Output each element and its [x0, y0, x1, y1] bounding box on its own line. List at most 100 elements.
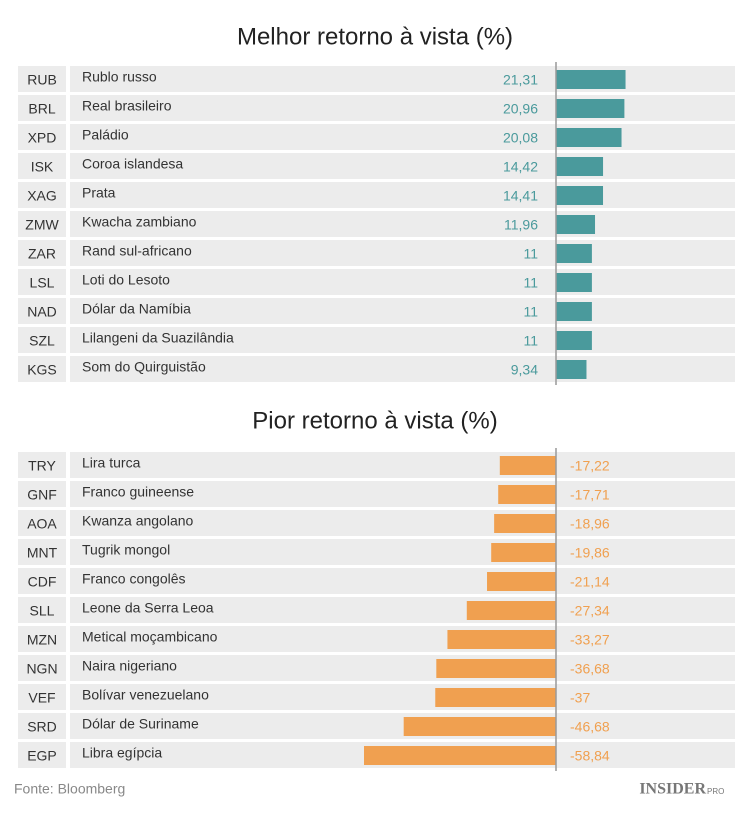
category-name: Som do Quirguistão [82, 359, 206, 375]
category-name: Franco congolês [82, 571, 186, 587]
name-cell [70, 539, 735, 565]
name-cell [70, 655, 735, 681]
bar [556, 215, 596, 234]
code-cell [18, 124, 66, 150]
category-name: Tugrik mongol [82, 542, 170, 558]
value-label: -21,14 [570, 574, 610, 590]
category-code: CDF [28, 574, 57, 590]
name-cell [70, 124, 735, 150]
code-cell [18, 713, 66, 739]
value-label: 11 [523, 333, 538, 349]
bar [435, 688, 556, 707]
value-label: -37 [570, 690, 590, 706]
name-cell [70, 510, 735, 536]
value-label: 11 [523, 275, 538, 291]
bar [556, 186, 604, 205]
category-name: Rublo russo [82, 69, 157, 85]
category-name: Kwacha zambiano [82, 214, 197, 230]
value-label: 11 [523, 246, 538, 262]
code-cell [18, 452, 66, 478]
name-cell [70, 240, 735, 266]
value-label: 9,34 [511, 362, 538, 378]
logo-suffix: PRO [707, 787, 724, 796]
category-code: XAG [27, 188, 57, 204]
category-name: Coroa islandesa [82, 156, 183, 172]
code-cell [18, 626, 66, 652]
value-label: 11,96 [504, 217, 538, 233]
value-label: 14,42 [503, 159, 538, 175]
bar [491, 543, 556, 562]
value-label: 14,41 [503, 188, 538, 204]
value-label: -36,68 [570, 661, 610, 677]
code-cell [18, 66, 66, 92]
code-cell [18, 742, 66, 768]
name-cell [70, 452, 735, 478]
code-cell [18, 153, 66, 179]
name-cell [70, 298, 735, 324]
bar [436, 659, 556, 678]
code-cell [18, 356, 66, 382]
category-name: Naira nigeriano [82, 658, 177, 674]
name-cell [70, 327, 735, 353]
code-cell [18, 240, 66, 266]
category-code: XPD [28, 130, 57, 146]
code-cell [18, 539, 66, 565]
code-cell [18, 269, 66, 295]
bar [556, 99, 625, 118]
category-code: LSL [30, 275, 55, 291]
value-label: -19,86 [570, 545, 610, 561]
category-name: Dólar de Suriname [82, 716, 199, 732]
category-name: Metical moçambicano [82, 629, 218, 645]
name-cell [70, 153, 735, 179]
code-cell [18, 684, 66, 710]
bar [466, 601, 556, 620]
category-code: MZN [27, 632, 57, 648]
category-name: Leone da Serra Leoa [82, 600, 214, 616]
bar [447, 630, 556, 649]
name-cell [70, 481, 735, 507]
bar [556, 273, 592, 292]
bar [556, 70, 626, 89]
name-cell [70, 626, 735, 652]
value-label: -17,71 [570, 487, 610, 503]
code-cell [18, 298, 66, 324]
category-code: VEF [28, 690, 55, 706]
category-name: Loti do Lesoto [82, 272, 170, 288]
category-name: Franco guineense [82, 484, 194, 500]
bar [498, 485, 556, 504]
name-cell [70, 684, 735, 710]
category-name: Lira turca [82, 455, 141, 471]
name-cell [70, 597, 735, 623]
code-cell [18, 95, 66, 121]
value-label: 20,96 [503, 101, 538, 117]
source-note: Fonte: Bloomberg [14, 781, 125, 797]
category-name: Libra egípcia [82, 745, 162, 761]
value-label: 21,31 [503, 72, 538, 88]
category-code: MNT [27, 545, 58, 561]
value-label: 11 [523, 304, 538, 320]
bar [499, 456, 556, 475]
value-label: -46,68 [570, 719, 610, 735]
category-code: SRD [27, 719, 57, 735]
category-name: Prata [82, 185, 116, 201]
category-code: KGS [27, 362, 57, 378]
logo: INSIDER [639, 781, 706, 798]
code-cell [18, 182, 66, 208]
category-code: SZL [29, 333, 55, 349]
bar [556, 331, 592, 350]
value-label: -33,27 [570, 632, 610, 648]
category-name: Lilangeni da Suazilândia [82, 330, 234, 346]
category-name: Kwanza angolano [82, 513, 194, 529]
code-cell [18, 481, 66, 507]
bar [556, 302, 592, 321]
value-label: -58,84 [570, 748, 610, 764]
category-code: ISK [31, 159, 54, 175]
value-label: -18,96 [570, 516, 610, 532]
category-code: RUB [27, 72, 57, 88]
code-cell [18, 327, 66, 353]
name-cell [70, 66, 735, 92]
category-name: Dólar da Namíbia [82, 301, 191, 317]
name-cell [70, 356, 735, 382]
name-cell [70, 713, 735, 739]
